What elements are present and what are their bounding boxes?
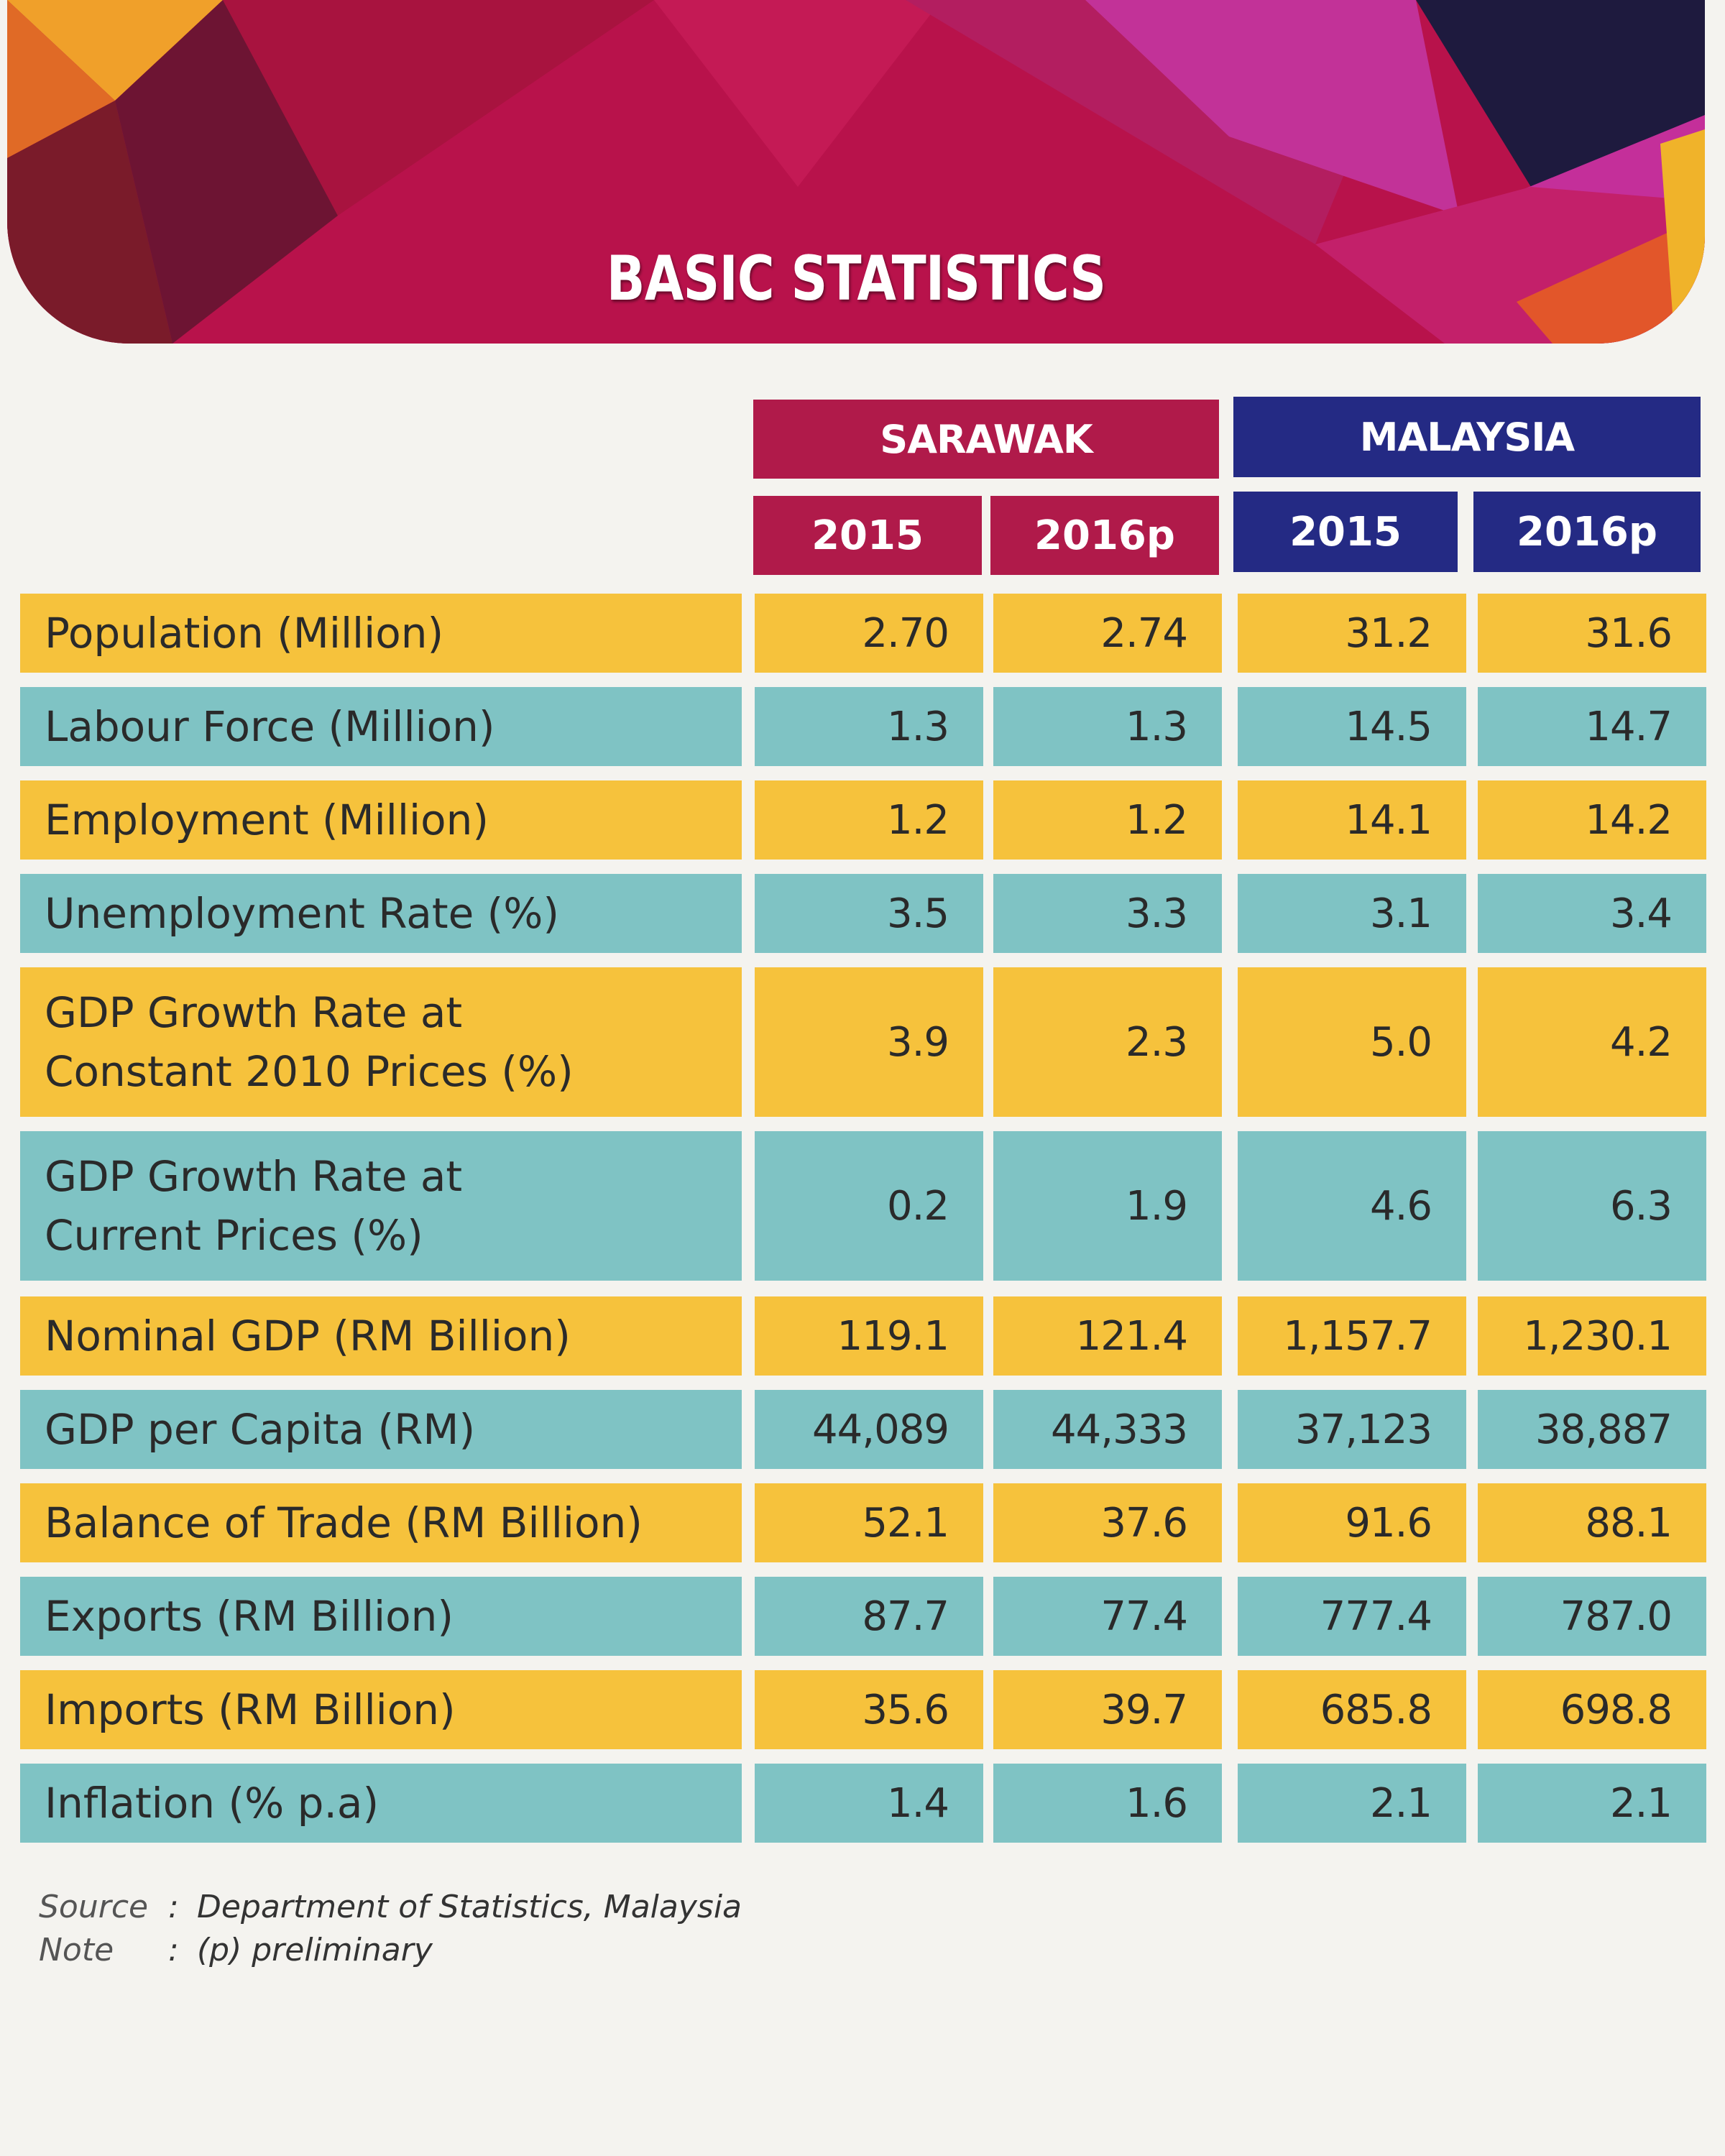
value-cell: 31.2 — [1238, 594, 1466, 673]
value-cell: 1,157.7 — [1238, 1296, 1466, 1376]
value-cell: 1.2 — [755, 780, 983, 860]
value-cell: 31.6 — [1478, 594, 1706, 673]
row-label-line: Current Prices (%) — [45, 1211, 423, 1260]
value-cell: 14.1 — [1238, 780, 1466, 860]
value-cell: 1.9 — [993, 1131, 1222, 1281]
value-cell: 88.1 — [1478, 1483, 1706, 1562]
row-label: Labour Force (Million) — [20, 687, 742, 766]
row-label-line: Labour Force (Million) — [45, 702, 495, 751]
value-cell: 3.3 — [993, 874, 1222, 953]
title-banner: BASIC STATISTICS — [7, 0, 1705, 344]
value-cell: 37.6 — [993, 1483, 1222, 1562]
value-cell: 685.8 — [1238, 1670, 1466, 1749]
value-cell: 52.1 — [755, 1483, 983, 1562]
value-cell: 121.4 — [993, 1296, 1222, 1376]
source-key: Source — [39, 1889, 149, 1925]
value-cell: 1.3 — [755, 687, 983, 766]
row-label: Inflation (% p.a) — [20, 1764, 742, 1843]
value-cell: 4.2 — [1478, 967, 1706, 1117]
value-cell: 2.3 — [993, 967, 1222, 1117]
row-label: Balance of Trade (RM Billion) — [20, 1483, 742, 1562]
row-label-line: Imports (RM Billion) — [45, 1685, 456, 1734]
row-label-line: GDP per Capita (RM) — [45, 1405, 476, 1454]
value-cell: 1.6 — [993, 1764, 1222, 1843]
row-label-line: GDP Growth Rate at — [45, 988, 463, 1037]
row-label-line: Exports (RM Billion) — [45, 1592, 454, 1641]
value-cell: 5.0 — [1238, 967, 1466, 1117]
value-cell: 2.1 — [1238, 1764, 1466, 1843]
value-cell: 44,089 — [755, 1390, 983, 1469]
value-cell: 1.4 — [755, 1764, 983, 1843]
value-cell: 91.6 — [1238, 1483, 1466, 1562]
row-label-line: GDP Growth Rate at — [45, 1152, 463, 1201]
row-label: Employment (Million) — [20, 780, 742, 860]
source-value: Department of Statistics, Malaysia — [197, 1889, 742, 1925]
value-cell: 1,230.1 — [1478, 1296, 1706, 1376]
value-cell: 4.6 — [1238, 1131, 1466, 1281]
row-label: Unemployment Rate (%) — [20, 874, 742, 953]
note-value: (p) preliminary — [197, 1932, 433, 1968]
row-label-line: Nominal GDP (RM Billion) — [45, 1312, 571, 1360]
value-cell: 14.5 — [1238, 687, 1466, 766]
row-label: Nominal GDP (RM Billion) — [20, 1296, 742, 1376]
value-cell: 35.6 — [755, 1670, 983, 1749]
sarawak-header: SARAWAK — [753, 400, 1219, 479]
note-footnote: Note: (p) preliminary — [39, 1932, 433, 1968]
row-label: Imports (RM Billion) — [20, 1670, 742, 1749]
malaysia-header: MALAYSIA — [1233, 397, 1701, 477]
sarawak-2016p-header: 2016p — [990, 496, 1219, 575]
value-cell: 1.3 — [993, 687, 1222, 766]
row-label-line: Unemployment Rate (%) — [45, 889, 560, 938]
malaysia-2016p-header: 2016p — [1473, 492, 1701, 572]
value-cell: 2.70 — [755, 594, 983, 673]
row-label: Population (Million) — [20, 594, 742, 673]
row-label: GDP Growth Rate at Current Prices (%) — [20, 1131, 742, 1281]
value-cell: 3.4 — [1478, 874, 1706, 953]
row-label: GDP Growth Rate at Constant 2010 Prices (… — [20, 967, 742, 1117]
value-cell: 14.2 — [1478, 780, 1706, 860]
row-label-line: Inflation (% p.a) — [45, 1779, 380, 1828]
value-cell: 14.7 — [1478, 687, 1706, 766]
value-cell: 3.9 — [755, 967, 983, 1117]
value-cell: 77.4 — [993, 1577, 1222, 1656]
value-cell: 698.8 — [1478, 1670, 1706, 1749]
value-cell: 3.1 — [1238, 874, 1466, 953]
value-cell: 1.2 — [993, 780, 1222, 860]
row-label-line: Balance of Trade (RM Billion) — [45, 1498, 643, 1547]
value-cell: 777.4 — [1238, 1577, 1466, 1656]
row-label: Exports (RM Billion) — [20, 1577, 742, 1656]
value-cell: 0.2 — [755, 1131, 983, 1281]
value-cell: 87.7 — [755, 1577, 983, 1656]
value-cell: 2.74 — [993, 594, 1222, 673]
value-cell: 44,333 — [993, 1390, 1222, 1469]
value-cell: 38,887 — [1478, 1390, 1706, 1469]
value-cell: 787.0 — [1478, 1577, 1706, 1656]
value-cell: 119.1 — [755, 1296, 983, 1376]
malaysia-2015-header: 2015 — [1233, 492, 1458, 572]
value-cell: 39.7 — [993, 1670, 1222, 1749]
value-cell: 37,123 — [1238, 1390, 1466, 1469]
sarawak-2015-header: 2015 — [753, 496, 982, 575]
source-footnote: Source: Department of Statistics, Malaysi… — [39, 1889, 742, 1925]
note-key: Note — [39, 1932, 114, 1968]
value-cell: 2.1 — [1478, 1764, 1706, 1843]
row-label-line: Employment (Million) — [45, 796, 489, 844]
row-label-line: Population (Million) — [45, 609, 444, 658]
row-label: GDP per Capita (RM) — [20, 1390, 742, 1469]
banner-background-graphic — [7, 0, 1705, 344]
value-cell: 3.5 — [755, 874, 983, 953]
value-cell: 6.3 — [1478, 1131, 1706, 1281]
page-title: BASIC STATISTICS — [606, 243, 1106, 315]
row-label-line: Constant 2010 Prices (%) — [45, 1047, 574, 1096]
